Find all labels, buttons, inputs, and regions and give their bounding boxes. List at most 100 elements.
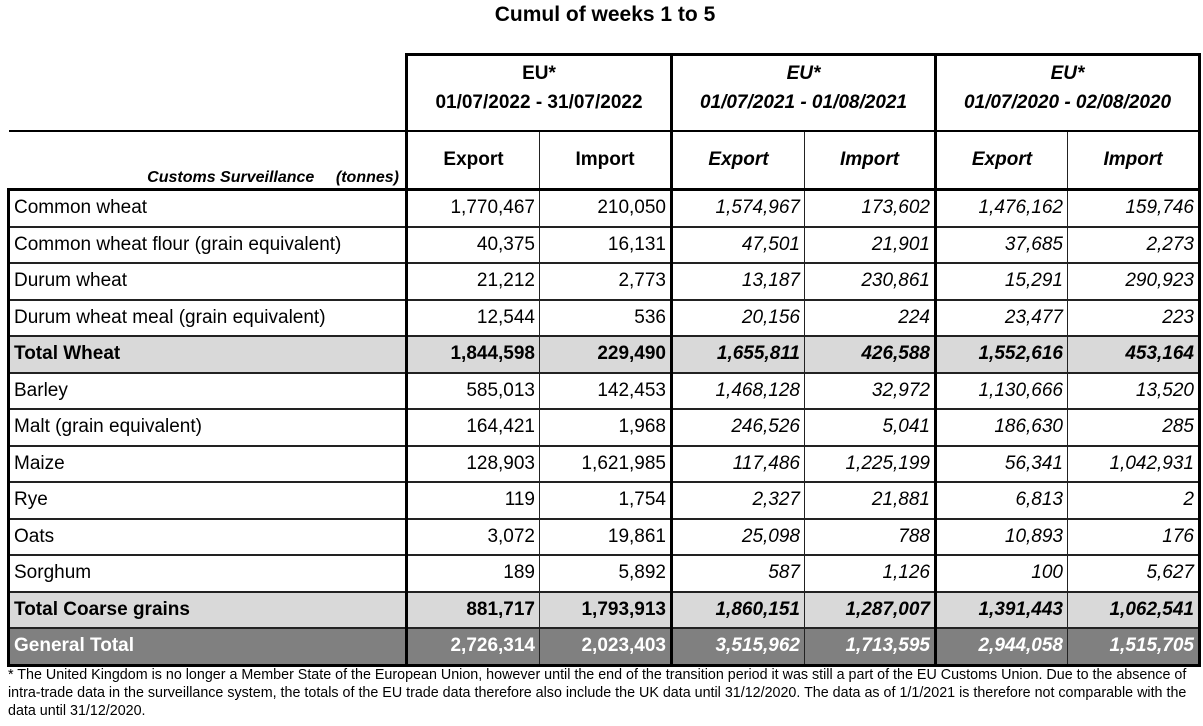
cell-import-2020: 1,062,541 — [1067, 590, 1201, 629]
header-date-row: 01/07/2022 - 31/07/2022 01/07/2021 - 01/… — [9, 92, 1201, 131]
cell-import-2021: 1,713,595 — [804, 627, 937, 667]
cell-import-2021: 1,287,007 — [804, 590, 937, 629]
cell-export-2022: 40,375 — [405, 225, 540, 264]
cell-export-2021: 1,655,811 — [671, 335, 805, 373]
page-title: Cumul of weeks 1 to 5 — [494, 3, 716, 26]
period-2022-range: 01/07/2022 - 31/07/2022 — [405, 92, 673, 131]
row-label: Total Wheat — [7, 335, 408, 373]
cell-import-2022: 19,861 — [539, 517, 673, 556]
cell-export-2022: 585,013 — [405, 371, 540, 410]
row-label: Malt (grain equivalent) — [7, 408, 408, 446]
cell-export-2022: 881,717 — [405, 590, 540, 629]
cell-export-2021: 1,468,128 — [671, 371, 805, 410]
cell-export-2020: 1,130,666 — [935, 371, 1068, 410]
row-label: Barley — [7, 371, 408, 410]
period-2020-region: EU* — [934, 53, 1201, 92]
period-2022-region: EU* — [405, 53, 673, 92]
cell-import-2022: 1,968 — [539, 408, 673, 446]
cell-export-2020: 2,944,058 — [935, 627, 1068, 667]
cell-export-2020: 15,291 — [935, 262, 1068, 300]
cell-import-2022: 16,131 — [539, 225, 673, 264]
cell-import-2021: 1,126 — [804, 554, 937, 592]
cell-export-2020: 186,630 — [935, 408, 1068, 446]
cell-export-2020: 1,476,162 — [935, 188, 1068, 227]
cell-import-2022: 2,773 — [539, 262, 673, 300]
header-region-row: EU* EU* EU* — [9, 53, 1201, 93]
cell-import-2020: 1,515,705 — [1067, 627, 1201, 667]
header-corner — [9, 55, 407, 93]
cell-export-2020: 1,391,443 — [935, 590, 1068, 629]
row-label: Total Coarse grains — [7, 590, 408, 629]
cell-import-2022: 1,754 — [539, 481, 673, 519]
cell-export-2021: 47,501 — [671, 225, 805, 264]
col-import-2021: Import — [804, 130, 937, 191]
cell-import-2022: 536 — [539, 298, 673, 337]
unit-label: (tonnes) — [335, 169, 399, 186]
cell-export-2022: 119 — [405, 481, 540, 519]
col-export-2021: Export — [671, 130, 805, 191]
cell-export-2020: 1,552,616 — [935, 335, 1068, 373]
cell-import-2022: 142,453 — [539, 371, 673, 410]
cell-import-2021: 32,972 — [804, 371, 937, 410]
cell-export-2020: 37,685 — [935, 225, 1068, 264]
col-import-2022: Import — [539, 130, 673, 191]
cell-export-2021: 117,486 — [671, 444, 805, 483]
cell-export-2020: 23,477 — [935, 298, 1068, 337]
cell-export-2021: 20,156 — [671, 298, 805, 337]
table-row: Durum wheat 21,212 2,773 13,187 230,861 15,29… — [7, 262, 1201, 300]
cell-import-2020: 223 — [1067, 298, 1201, 337]
grain-trade-table: EU* EU* EU* 01/07/2022 - 31/07/2022 01/0… — [7, 53, 1201, 667]
cell-export-2022: 2,726,314 — [405, 627, 540, 667]
col-import-2020: Import — [1067, 130, 1201, 191]
cell-export-2022: 21,212 — [405, 262, 540, 300]
cell-import-2022: 1,793,913 — [539, 590, 673, 629]
cell-import-2022: 2,023,403 — [539, 627, 673, 667]
row-label: General Total — [7, 627, 408, 667]
subtotal-row: Total Wheat 1,844,598 229,490 1,655,811 426,… — [7, 335, 1201, 373]
period-2020-range: 01/07/2020 - 02/08/2020 — [934, 92, 1201, 131]
table-row: Rye 119 1,754 2,327 21,881 6,813 2 — [7, 481, 1201, 519]
table-row: Oats 3,072 19,861 25,098 788 10,893 176 — [7, 517, 1201, 556]
row-label: Maize — [7, 444, 408, 483]
subtotal-row: Total Coarse grains 881,717 1,793,913 1,860… — [7, 590, 1201, 629]
cell-import-2021: 788 — [804, 517, 937, 556]
cell-import-2020: 159,746 — [1067, 188, 1201, 227]
cell-export-2020: 56,341 — [935, 444, 1068, 483]
footnote: * The United Kingdom is no longer a Memb… — [8, 667, 1187, 719]
cell-import-2020: 2,273 — [1067, 225, 1201, 264]
cell-export-2021: 13,187 — [671, 262, 805, 300]
cell-import-2020: 290,923 — [1067, 262, 1201, 300]
cell-export-2022: 164,421 — [405, 408, 540, 446]
table-row: Maize 128,903 1,621,985 117,486 1,225,199 56,… — [7, 444, 1201, 483]
cell-import-2020: 285 — [1067, 408, 1201, 446]
col-export-2020: Export — [935, 130, 1068, 191]
col-export-2022: Export — [405, 130, 540, 191]
row-label: Oats — [7, 517, 408, 556]
cell-export-2022: 12,544 — [405, 298, 540, 337]
cell-import-2021: 1,225,199 — [804, 444, 937, 483]
table-row: Common wheat flour (grain equivalent) 40,… — [7, 225, 1201, 264]
cell-import-2021: 230,861 — [804, 262, 937, 300]
header-subcolumn-row: Customs Surveillance (tonnes) Export Imp… — [8, 130, 1201, 191]
cell-import-2020: 13,520 — [1067, 371, 1201, 410]
cell-export-2022: 128,903 — [405, 444, 540, 483]
cell-import-2020: 453,164 — [1067, 335, 1201, 373]
row-label: Sorghum — [7, 554, 408, 592]
cell-export-2020: 6,813 — [935, 481, 1068, 519]
cell-import-2020: 5,627 — [1067, 554, 1201, 592]
table-row: Common wheat 1,770,467 210,050 1,574,967 173… — [7, 188, 1201, 227]
row-label: Durum wheat meal (grain equivalent) — [7, 298, 408, 337]
row-label-heading: Customs Surveillance — [147, 169, 315, 186]
table-body: Common wheat 1,770,467 210,050 1,574,967 173… — [7, 188, 1201, 667]
cell-import-2021: 5,041 — [804, 408, 937, 446]
cell-export-2022: 1,770,467 — [405, 188, 540, 227]
cell-export-2022: 1,844,598 — [405, 335, 540, 373]
table-row: Barley 585,013 142,453 1,468,128 32,972 1,130… — [7, 371, 1201, 410]
row-label: Common wheat flour (grain equivalent) — [7, 225, 408, 264]
cell-import-2020: 1,042,931 — [1067, 444, 1201, 483]
cell-export-2022: 3,072 — [405, 517, 540, 556]
table-row: Durum wheat meal (grain equivalent) 12,54… — [7, 298, 1201, 337]
cell-export-2021: 246,526 — [671, 408, 805, 446]
cell-import-2021: 224 — [804, 298, 937, 337]
cell-export-2021: 3,515,962 — [671, 627, 805, 667]
